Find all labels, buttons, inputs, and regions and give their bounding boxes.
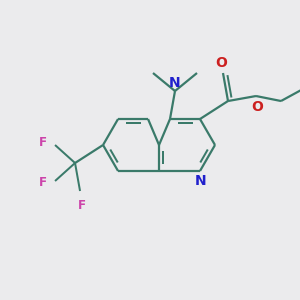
Text: O: O [251, 100, 263, 114]
Text: N: N [195, 174, 207, 188]
Text: O: O [215, 56, 227, 70]
Text: F: F [39, 136, 47, 149]
Text: N: N [169, 76, 181, 90]
Text: F: F [78, 199, 86, 212]
Text: F: F [39, 176, 47, 190]
